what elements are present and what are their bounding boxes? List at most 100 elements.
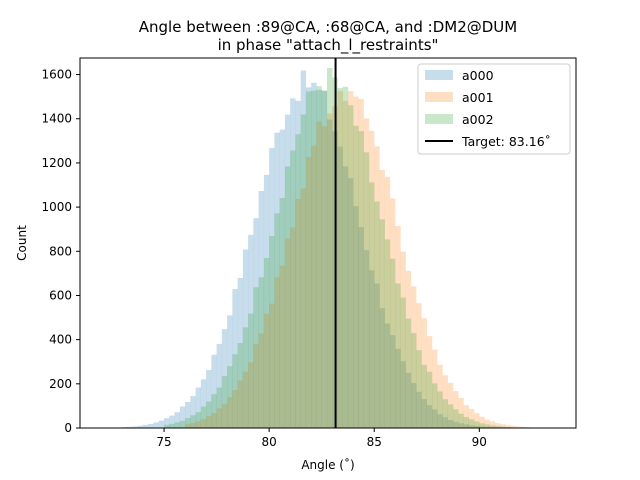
bar-a000 [353, 206, 359, 428]
bar-a001 [237, 380, 244, 428]
bar-a000 [453, 421, 459, 428]
bar-a001 [437, 364, 443, 428]
bar-a000 [358, 227, 364, 428]
y-axis-label: Count [15, 225, 29, 261]
bar-a000 [211, 354, 217, 428]
bar-a001 [185, 424, 191, 428]
bar-a000 [200, 379, 207, 428]
bar-a000 [395, 348, 401, 428]
bar-a000 [169, 415, 175, 428]
bar-a001 [495, 423, 501, 428]
bar-a002 [305, 91, 312, 429]
bar-a002 [164, 424, 170, 428]
bar-a001 [221, 404, 228, 428]
bar-a002 [169, 423, 175, 428]
y-tick-label: 400 [49, 333, 72, 347]
bar-a000 [442, 417, 448, 428]
bar-a001 [421, 318, 427, 428]
bar-a001 [274, 277, 280, 428]
bar-a002 [206, 401, 212, 428]
legend-label-target: Target: 83.16˚ [461, 134, 551, 149]
bar-a001 [290, 227, 296, 428]
bar-a001 [426, 336, 433, 428]
legend-label-a000: a000 [462, 68, 494, 83]
bar-a001 [442, 375, 448, 428]
bar-a002 [395, 283, 401, 428]
y-tick-label: 1600 [41, 68, 72, 82]
bar-a000 [474, 426, 480, 428]
bar-a001 [263, 313, 270, 428]
bar-a002 [200, 406, 207, 428]
legend-swatch-a000 [425, 70, 453, 80]
bar-a002 [416, 350, 422, 428]
bar-a001 [468, 409, 475, 428]
bar-a001 [353, 96, 359, 428]
bar-a002 [358, 131, 364, 429]
bar-a001 [484, 419, 490, 428]
bar-a001 [232, 390, 238, 428]
bar-a001 [206, 416, 212, 428]
bar-a000 [237, 277, 244, 428]
bar-a002 [447, 404, 454, 428]
bar-a000 [269, 148, 275, 428]
bar-a002 [374, 201, 380, 428]
bar-a002 [195, 412, 201, 428]
bar-a000 [411, 383, 417, 428]
bar-a000 [258, 190, 265, 428]
legend-label-a002: a002 [462, 112, 494, 127]
x-tick-label: 75 [156, 435, 171, 449]
bar-a002 [489, 425, 496, 428]
bar-a002 [400, 297, 406, 428]
bar-a000 [421, 399, 427, 428]
bar-a002 [353, 125, 359, 428]
bar-a000 [216, 343, 223, 428]
bar-a000 [248, 234, 254, 428]
bar-a001 [516, 426, 522, 428]
bar-a002 [269, 236, 275, 428]
bar-a000 [390, 335, 396, 428]
bar-a001 [479, 416, 485, 428]
bar-a000 [463, 424, 469, 428]
bar-a002 [495, 426, 501, 428]
bar-a000 [179, 406, 186, 428]
bar-a002 [463, 417, 469, 428]
bar-a002 [253, 287, 259, 428]
y-tick-label: 1200 [41, 156, 72, 170]
x-axis-ticks: 75 80 85 90 [156, 428, 487, 449]
bar-a001 [326, 113, 333, 428]
bar-a001 [190, 423, 196, 428]
bar-a002 [242, 327, 249, 428]
bar-a001 [284, 238, 291, 428]
bar-a002 [237, 343, 244, 428]
bar-a001 [447, 382, 454, 428]
bar-a001 [195, 421, 201, 428]
bar-a002 [426, 371, 433, 428]
y-tick-label: 1400 [41, 112, 72, 126]
bar-a000 [458, 423, 464, 428]
x-tick-label: 85 [367, 435, 382, 449]
bar-a002 [437, 391, 443, 428]
bar-a002 [258, 277, 265, 428]
bar-a000 [379, 308, 385, 428]
bar-a001 [510, 425, 517, 428]
bar-a002 [248, 313, 254, 428]
bar-a001 [258, 333, 265, 428]
bar-a000 [337, 146, 343, 428]
bar-a001 [358, 98, 364, 428]
bar-a001 [227, 397, 233, 428]
bar-a000 [195, 387, 201, 428]
bar-a002 [326, 68, 333, 428]
bar-a002 [227, 366, 233, 428]
bar-a001 [384, 176, 391, 428]
bar-a000 [432, 409, 438, 428]
bar-a001 [368, 130, 375, 428]
bar-a002 [190, 415, 196, 428]
bar-a000 [363, 250, 370, 428]
y-tick-label: 800 [49, 244, 72, 258]
bar-a002 [284, 166, 291, 428]
bar-a000 [311, 82, 317, 428]
bar-a000 [174, 412, 180, 428]
bar-a001 [242, 371, 249, 428]
bar-a002 [321, 90, 328, 429]
bar-a001 [211, 413, 217, 428]
